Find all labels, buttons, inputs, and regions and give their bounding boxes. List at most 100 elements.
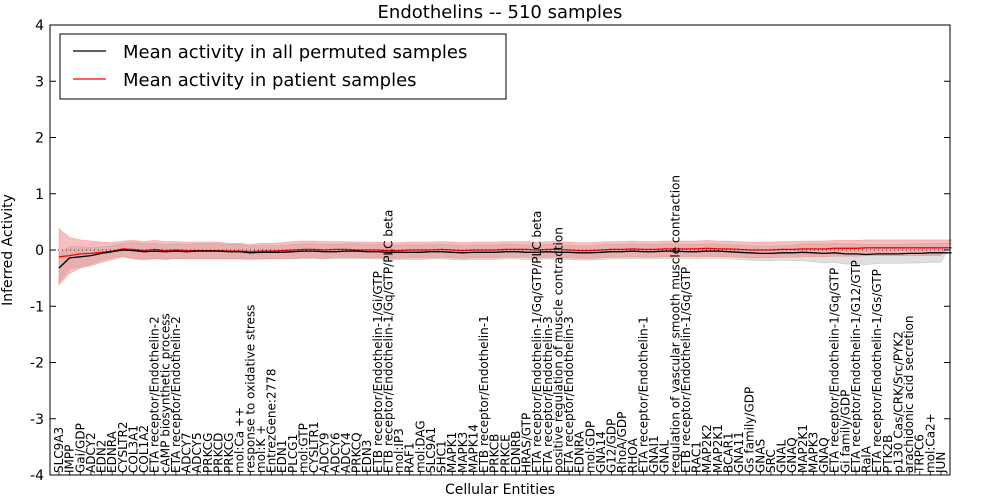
x-tick-label: mol:IP3	[392, 428, 406, 473]
x-tick-label: PRKCQ	[350, 432, 364, 473]
y-tick-label: -2	[30, 356, 44, 372]
x-tick-label: RhoA/GDP	[615, 412, 629, 473]
x-tick-label: PRKCG	[201, 433, 215, 473]
x-tick-label: MAPK14	[466, 424, 480, 473]
x-tick-label: ADCY7	[180, 432, 194, 473]
y-tick-label: 2	[35, 131, 44, 147]
legend-label-permuted: Mean activity in all permuted samples	[123, 42, 467, 63]
x-tick-label: BCAR1	[722, 432, 736, 473]
x-tick-label: Gai/GDP	[73, 423, 87, 473]
x-tick-label: ADCY9	[318, 432, 332, 473]
line-permuted	[58, 249, 952, 269]
x-tick-label: positive regulation of muscle contractio…	[551, 227, 565, 473]
x-tick-label: SRC	[764, 449, 778, 473]
x-tick-label: HRAS/GTP	[520, 413, 534, 473]
legend-frame	[59, 33, 507, 100]
x-tick-label: MAP2K1	[711, 424, 725, 473]
x-tick-label: MAPK3	[807, 432, 821, 473]
y-axis-label: Inferred Activity	[0, 194, 16, 306]
x-tick-label: cAMP biosynthetic process	[158, 313, 172, 473]
x-tick-label: COL3A1	[126, 425, 140, 473]
x-tick-label: GNAQ	[817, 437, 831, 473]
x-tick-label: mol:GDP	[583, 421, 597, 473]
x-tick-label: mol:K +	[254, 425, 268, 473]
x-tick-label: ETA receptor/Endothelin-1/Gq/GTP/PLC bet…	[530, 211, 544, 473]
x-tick-label: CYSLTR2	[116, 422, 130, 473]
x-tick-label: ETA receptor/Endothelin-1	[637, 316, 651, 473]
x-tick-label: GNAL	[658, 440, 672, 473]
x-tick-label: EDN1	[275, 440, 289, 473]
x-tick-label: ADCY2	[84, 432, 98, 473]
x-tick-label: GNAS	[753, 439, 767, 473]
x-tick-label: GNA14	[594, 431, 608, 473]
x-tick-label: response to oxidative stress	[243, 305, 257, 473]
x-tick-label: RAF1	[403, 442, 417, 473]
x-tick-label: MAP2K2	[700, 424, 714, 473]
x-tick-labels: SLC9A3IMPPGai/GDPADCY2EDN2EDNRACYSLTR2CO…	[52, 175, 948, 475]
x-tick-label: mol:Ca ++	[233, 407, 247, 473]
x-tick-label: PRKCE	[498, 434, 512, 473]
chart-title: Endothelins -- 510 samples	[378, 2, 623, 23]
x-tick-label: SHC1	[435, 440, 449, 473]
x-tick-label: COL1A2	[137, 425, 151, 473]
x-tick-label: Gs family/GDP	[743, 387, 757, 473]
x-tick-label: ETB receptor/Endothelin-1	[477, 315, 491, 473]
x-tick-label: mol:DAG	[413, 420, 427, 473]
x-tick-label: PLCG1	[286, 434, 300, 473]
x-tick-label: ETA receptor/Endothelin-3	[562, 316, 576, 473]
x-tick-label: MAPK1	[445, 432, 459, 473]
x-tick-label: GNAQ	[785, 437, 799, 473]
x-tick-label: ETA receptor/Endothelin-2	[148, 316, 162, 473]
x-tick-label: JUN	[934, 452, 948, 474]
x-axis-label: Cellular Entities	[445, 482, 555, 498]
y-tick-label: 1	[35, 187, 44, 203]
x-tick-label: mol:GTP	[296, 423, 310, 473]
x-tick-label: ETA receptor/Endothelin-1/Gq/GTP	[828, 268, 842, 473]
x-tick-label: GNA11	[732, 431, 746, 473]
x-tick-label: regulation of vascular smooth muscle con…	[668, 175, 682, 473]
y-tick-label: 4	[35, 18, 44, 34]
x-tick-label: EDNRA	[105, 430, 119, 473]
legend: Mean activity in all permuted samples Me…	[59, 33, 507, 100]
x-tick-label: CYSLTR1	[307, 422, 321, 473]
x-tick-label: G12/GDP	[605, 419, 619, 473]
series-lines	[58, 247, 952, 269]
y-tick-label: -4	[30, 468, 44, 484]
x-tick-label: ADCY5	[190, 432, 204, 473]
x-tick-label: PTK2B	[881, 435, 895, 473]
x-tick-label: SLC9A1	[424, 427, 438, 473]
y-tick-label: -3	[30, 412, 44, 428]
x-tick-label: EDN2	[95, 440, 109, 473]
x-tick-label: ETA receptor/Endothelin-2	[169, 316, 183, 473]
x-tick-label: arachidonic acid secretion	[902, 316, 916, 473]
x-tick-label: ADCY6	[328, 432, 342, 473]
x-tick-label: ETA receptor/Endothelin-1/G12/GTP	[849, 260, 863, 473]
x-tick-label: EDNRA	[573, 430, 587, 473]
x-tick-label: PRKCG	[222, 433, 236, 473]
x-tick-label: ADCY4	[339, 432, 353, 473]
x-tick-label: ETB receptor/Endothelin-1/Gi/GTP	[371, 271, 385, 473]
x-tick-label: GNAI1	[647, 435, 661, 473]
y-tick-label: 3	[35, 74, 44, 90]
x-tick-label: MAPK3	[456, 432, 470, 473]
y-tick-label: 0	[35, 243, 44, 259]
x-tick-label: PRKCD	[211, 433, 225, 473]
x-tick-label: RHOA	[626, 437, 640, 473]
x-tick-label: ETB receptor/Endothelin-1/Gq/GTP	[679, 267, 693, 473]
x-tick-label: GNAL	[775, 440, 789, 473]
x-tick-label: IMPP	[63, 445, 77, 473]
x-tick-label: PRKCB	[488, 434, 502, 473]
x-tick-label: ETA receptor/Endothelin-3	[541, 316, 555, 473]
x-tick-label: EntrezGene:2778	[265, 369, 279, 474]
x-tick-label: EDN3	[360, 440, 374, 473]
legend-label-patient: Mean activity in patient samples	[123, 70, 417, 91]
x-tick-label: Gi family/GDP	[838, 390, 852, 473]
x-tick-label: mol:Ca2+	[923, 413, 937, 473]
x-tick-label: p130 Cas/CRK/Src/PYK2	[892, 331, 906, 473]
x-tick-label: MAP2K1	[796, 424, 810, 473]
x-tick-label: EDNRB	[509, 431, 523, 473]
x-tick-label: TRPC6	[913, 434, 927, 474]
x-tick-label: ETB receptor/Endothelin-1/Gq/GTP/PLC bet…	[381, 210, 395, 473]
x-tick-label: RalA	[860, 445, 874, 473]
